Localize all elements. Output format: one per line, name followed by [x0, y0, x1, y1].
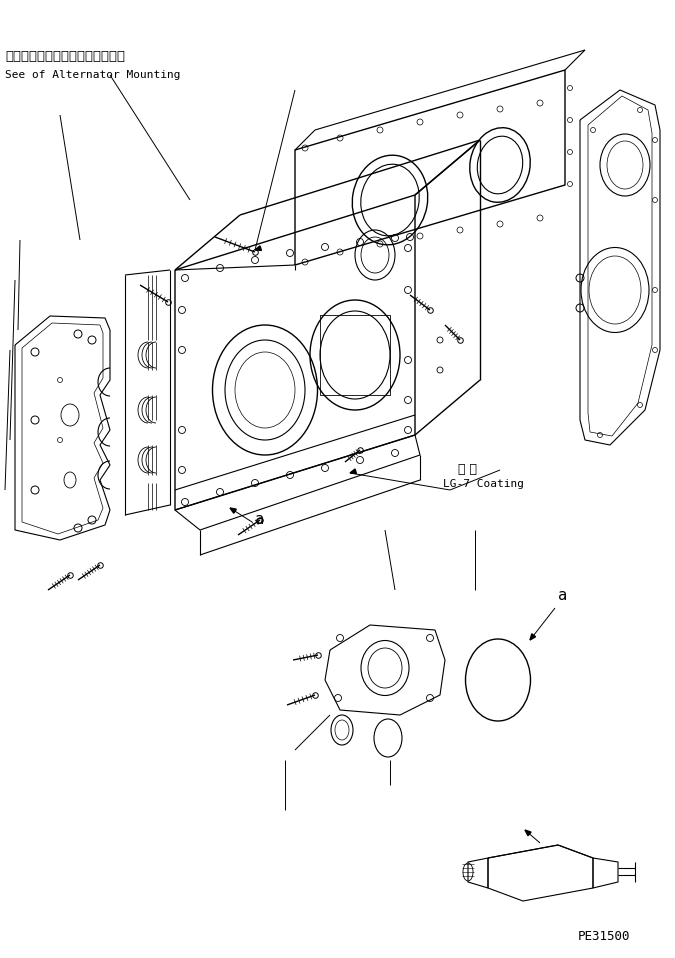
Text: オルタネータマウンティング参照: オルタネータマウンティング参照 — [5, 50, 125, 63]
Text: 塗 布: 塗 布 — [458, 463, 477, 476]
Text: a: a — [255, 513, 264, 528]
Polygon shape — [350, 469, 356, 473]
Polygon shape — [530, 634, 535, 640]
Polygon shape — [525, 830, 531, 835]
Text: PE31500: PE31500 — [578, 930, 630, 943]
Text: See of Alternator Mounting: See of Alternator Mounting — [5, 70, 180, 80]
Polygon shape — [255, 246, 261, 250]
Text: LG-7 Coating: LG-7 Coating — [443, 479, 524, 489]
Text: a: a — [558, 588, 567, 603]
Polygon shape — [230, 508, 236, 513]
